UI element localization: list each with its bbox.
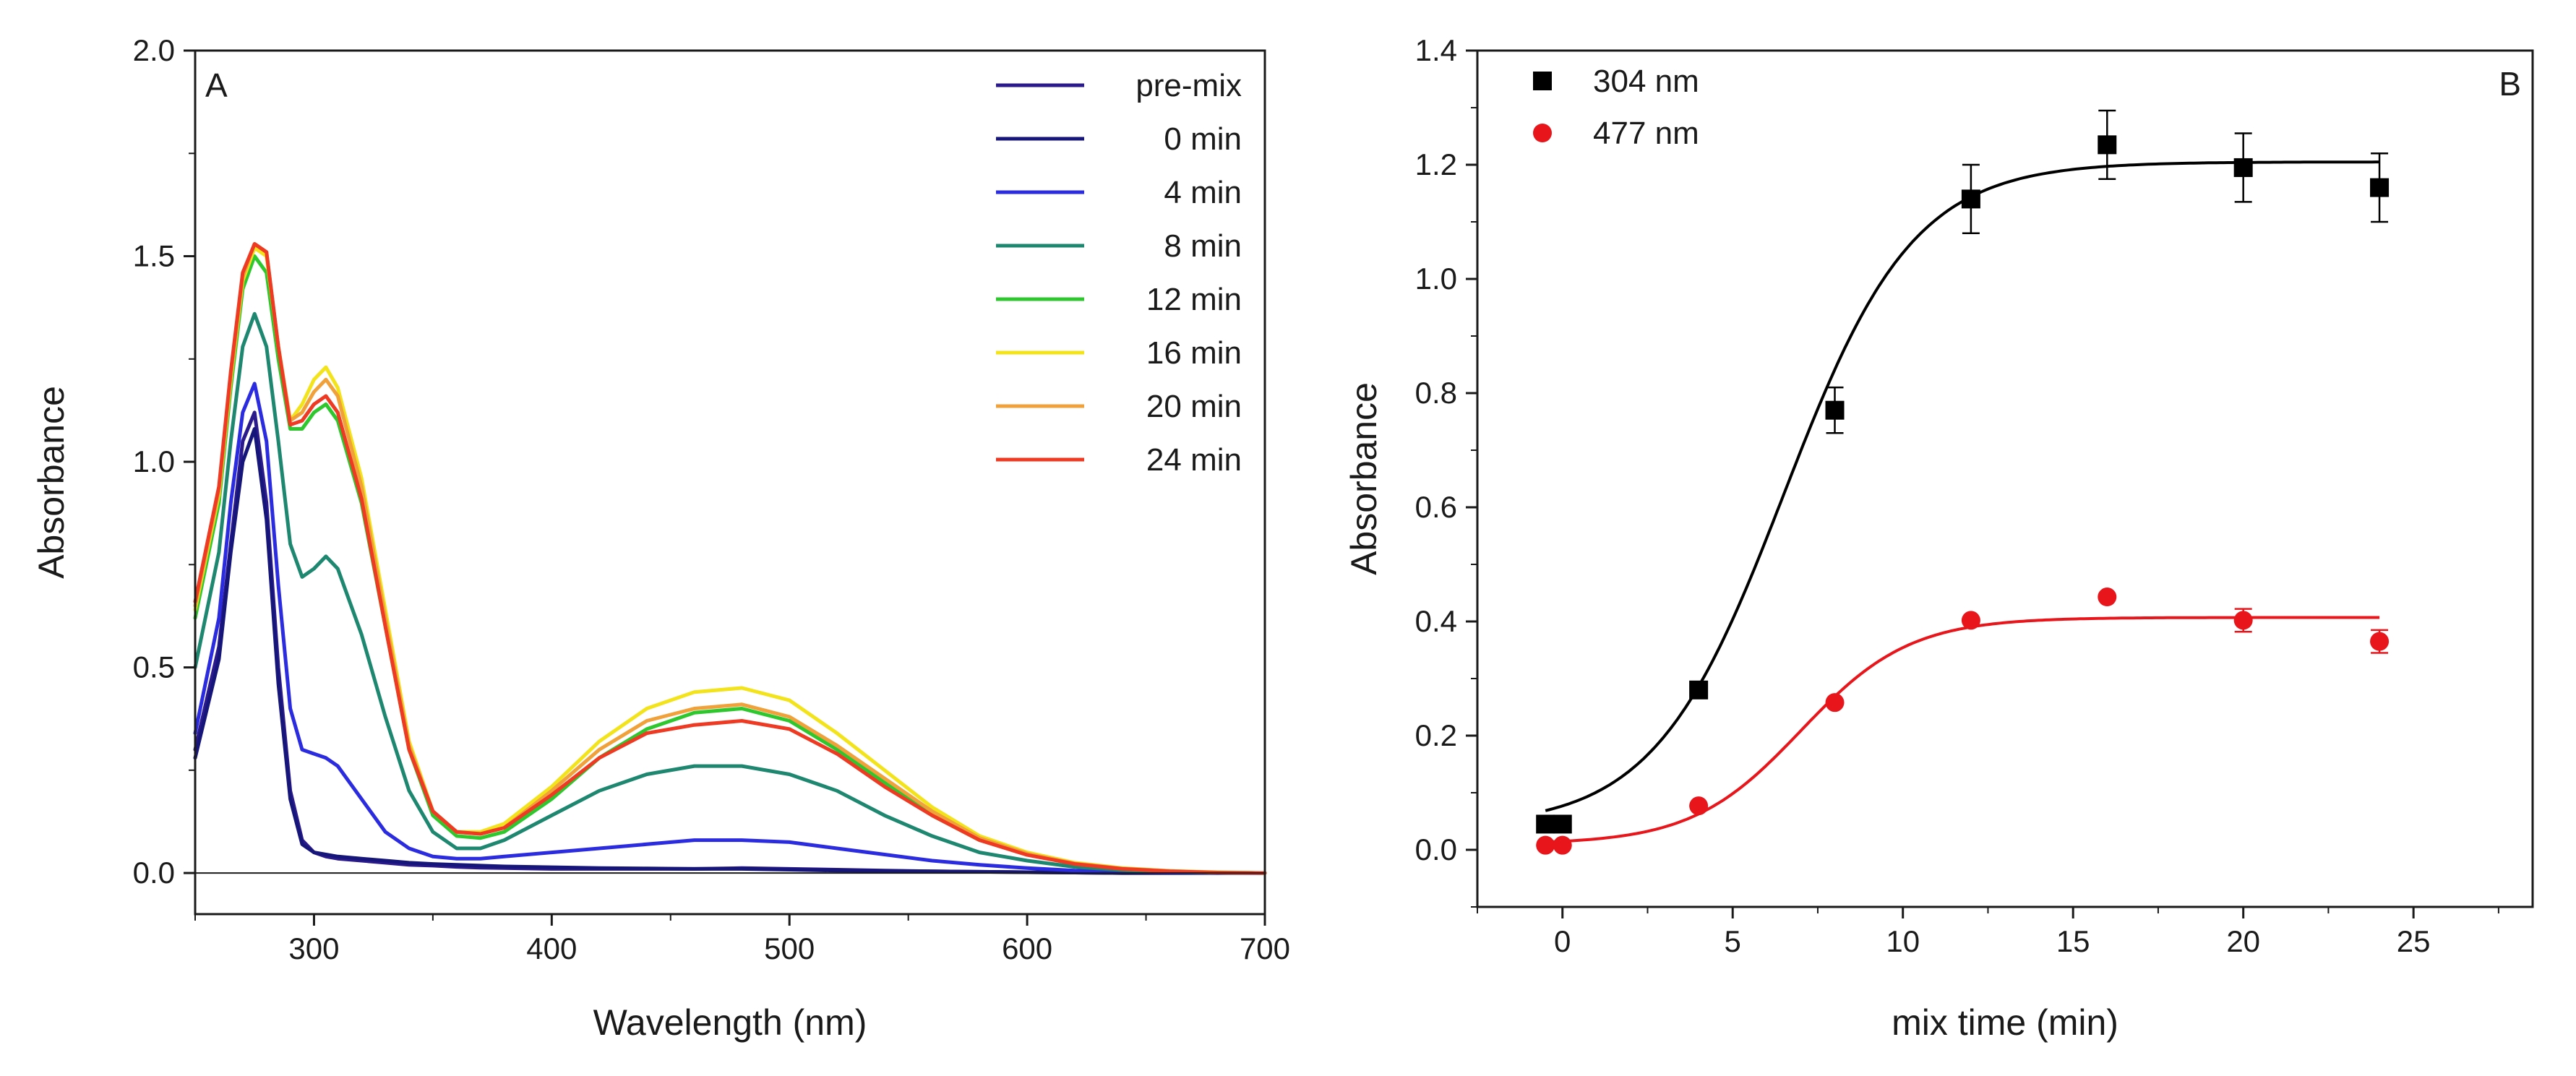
panel-b-point-304nm [1961,189,1980,209]
panel-b-legend-label: 477 nm [1593,116,1699,151]
panel-a-legend: pre-mix 0 min 4 min 8 min 12 min 16 min 20 min… [996,68,1242,478]
panel-a-plot-frame [194,49,1266,916]
panel-b-y-tick-label: 1.0 [1415,262,1457,296]
panel-a-legend-label: 8 min [1164,228,1242,264]
panel-b-y-tick-label: 0.0 [1415,832,1457,866]
panel-a-y-axis-title: Absorbance [31,386,72,579]
panel-b-point-477nm [1825,693,1845,713]
panel-b-point-304nm [1825,400,1845,420]
panel-b-y-tick-label: 0.2 [1415,718,1457,752]
panel-a-legend-label: 0 min [1164,121,1242,157]
panel-a-y-tick-label: 0.0 [133,856,175,890]
panel-b-legend-label: 304 nm [1593,64,1699,99]
panel-a-y-tick-label: 1.5 [133,239,175,273]
panel-a-x-tick-label: 300 [288,931,339,965]
panel-a-y-tick-label: 1.0 [133,444,175,478]
panel-b-point-477nm [1553,835,1572,855]
panel-b-x-tick-label: 10 [1886,924,1920,958]
panel-b-point-304nm [2098,135,2117,155]
panel-a-legend-label: 20 min [1146,389,1242,424]
panel-b-legend: 304 nm 477 nm [1533,64,1699,151]
panel-b-plot-frame [1476,49,2534,908]
panel-b-label: B [2499,65,2521,103]
panel-b-y-tick-label: 1.2 [1415,147,1457,181]
panel-b-y-tick-label: 0.8 [1415,376,1457,410]
panel-b-point-304nm [2370,178,2390,197]
panel-b-point-477nm [2098,588,2117,607]
panel-a-y-tick-label: 0.5 [133,650,175,684]
panel-a-legend-label: pre-mix [1135,68,1242,103]
panel-b-point-477nm [1961,611,1980,630]
panel-a-series-line [193,382,1267,875]
panel-b-point-304nm [1553,814,1572,834]
panel-a-series-line [193,242,1267,875]
panel-a-legend-label: 4 min [1164,175,1242,210]
panel-b-data-points [1536,135,2390,855]
panel-b-y-tick-label: 1.4 [1415,33,1457,67]
panel-a: 300 400 500 600 700 0.0 0.5 1.0 1.5 2.0 Waveleng… [31,33,1290,1043]
panel-b-x-axis-title: mix time (min) [1892,1002,2118,1043]
panel-a-x-tick-label: 400 [526,931,577,965]
panel-b-point-304nm [1536,814,1555,834]
panel-b-x-ticks: 0 5 10 15 20 25 [1477,907,2499,958]
panel-a-x-tick-label: 500 [764,931,815,965]
panel-b-point-477nm [1689,796,1709,816]
panel-a-x-ticks: 300 400 500 600 700 [194,914,1290,965]
panel-b-point-477nm [2233,611,2253,630]
panel-b-y-axis-title: Absorbance [1344,382,1384,575]
panel-a-legend-label: 24 min [1146,442,1242,478]
panel-b-x-tick-label: 25 [2397,924,2431,958]
panel-b-x-tick-label: 5 [1725,924,1741,958]
panel-b-x-tick-label: 15 [2056,924,2090,958]
panel-a-legend-label: 12 min [1146,282,1242,317]
panel-b-y-tick-label: 0.6 [1415,490,1457,524]
panel-a-legend-label: 16 min [1146,335,1242,371]
panel-b-y-ticks: 0.0 0.2 0.4 0.6 0.8 1.0 1.2 1.4 [1415,33,1477,908]
panel-b: 0 5 10 15 20 25 0.0 0.2 0.4 0.6 0.8 1.0 1.2 1.4 mix … [1344,33,2534,1043]
panel-a-series-lines [193,242,1267,875]
panel-b-point-304nm [1689,680,1709,700]
panel-a-x-tick-label: 600 [1002,931,1052,965]
panel-b-legend-marker [1533,72,1552,90]
panel-b-x-tick-label: 20 [2226,924,2260,958]
panel-a-y-ticks: 0.0 0.5 1.0 1.5 2.0 [133,33,195,890]
panel-b-point-304nm [2233,158,2253,177]
panel-a-x-tick-label: 700 [1240,931,1290,965]
panel-a-x-axis-title: Wavelength (nm) [593,1002,867,1043]
panel-a-y-tick-label: 2.0 [133,33,175,67]
panel-b-legend-marker [1533,124,1552,142]
panel-a-series-line [193,427,1267,875]
panel-b-x-tick-label: 0 [1554,924,1571,958]
panel-b-point-477nm [2370,632,2390,651]
panel-a-label: A [205,66,228,104]
panel-b-y-tick-label: 0.4 [1415,604,1457,638]
panel-b-point-477nm [1536,835,1555,855]
panel-a-series-line [193,311,1267,875]
